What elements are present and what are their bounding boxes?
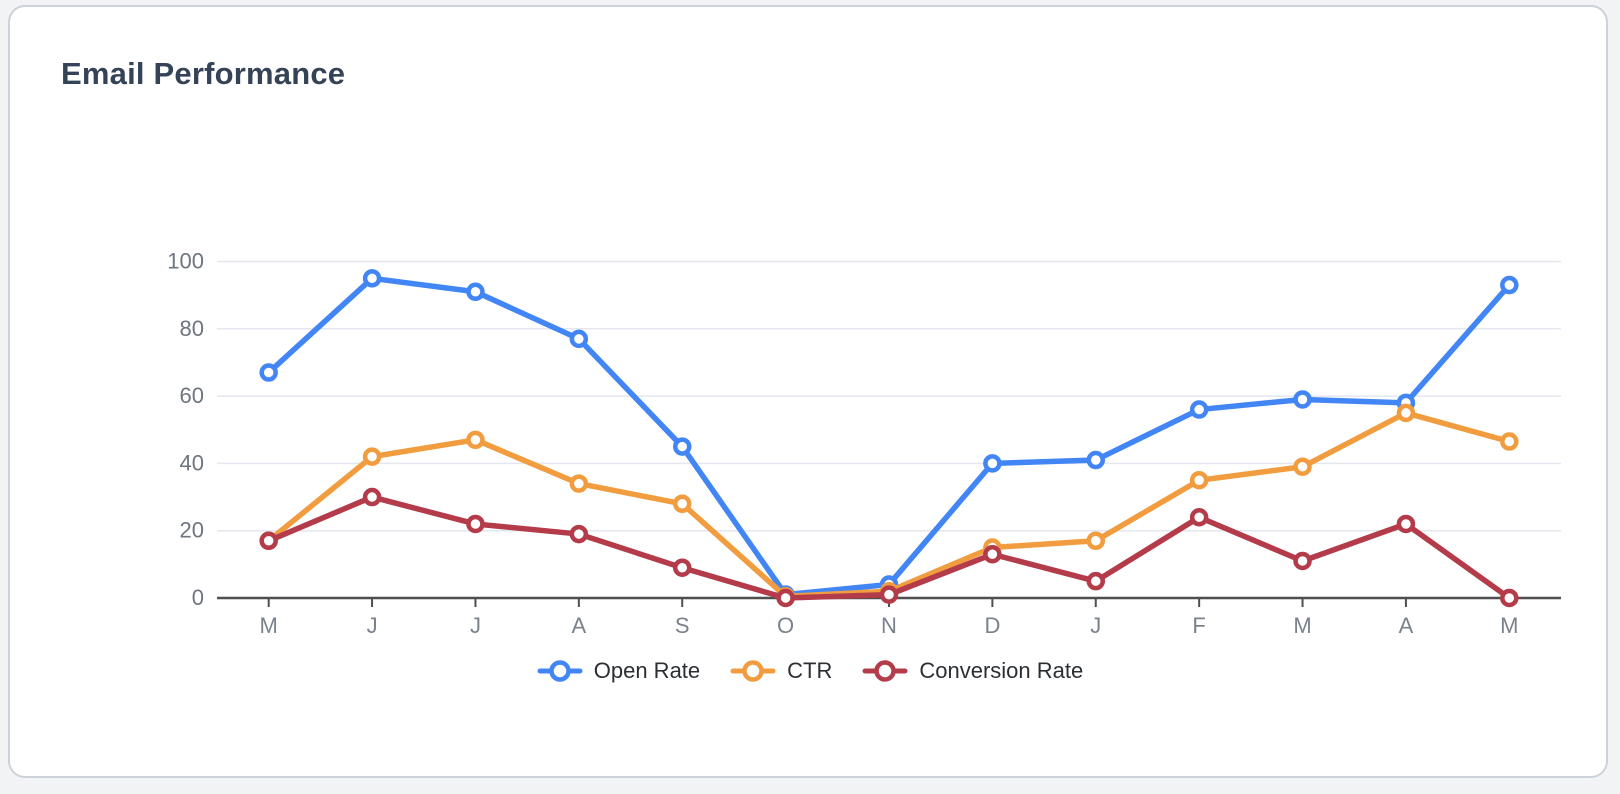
email-performance-card: Email Performance Open Rate CTR Conversi… (8, 5, 1608, 778)
data-point-marker[interactable] (1189, 470, 1209, 490)
data-point-marker[interactable] (466, 282, 485, 302)
x-tick-label: F (1192, 613, 1205, 638)
x-tick-label: M (1293, 613, 1311, 638)
legend-label-open-rate: Open Rate (593, 658, 701, 683)
data-point-marker[interactable] (672, 437, 692, 456)
data-point-marker[interactable] (1500, 432, 1519, 451)
data-point-marker[interactable] (569, 524, 589, 544)
x-tick-label: A (572, 613, 587, 638)
legend-label-ctr: CTR (787, 658, 833, 683)
y-tick-label: 80 (180, 316, 204, 341)
data-point-marker[interactable] (1189, 507, 1209, 527)
x-tick-label: J (367, 613, 378, 638)
data-point-marker[interactable] (1189, 400, 1209, 419)
data-point-marker[interactable] (1396, 514, 1416, 534)
data-point-marker[interactable] (259, 363, 278, 382)
y-tick-label: 40 (180, 450, 204, 475)
data-point-marker[interactable] (259, 531, 278, 551)
y-tick-label: 60 (180, 383, 204, 408)
data-point-marker[interactable] (672, 558, 692, 577)
ctr-legend-marker-icon (730, 660, 776, 682)
data-point-marker[interactable] (466, 430, 485, 450)
series-line-0 (265, 275, 1513, 598)
data-point-marker[interactable] (1086, 571, 1106, 591)
data-point-marker[interactable] (362, 447, 382, 466)
data-point-marker[interactable] (466, 514, 485, 534)
data-point-marker[interactable] (776, 588, 795, 608)
page-title: Email Performance (61, 56, 346, 91)
data-point-marker[interactable] (1086, 450, 1106, 470)
data-point-marker[interactable] (362, 487, 382, 507)
y-tick-label: 100 (167, 249, 204, 274)
y-tick-label: 20 (180, 518, 204, 543)
x-tick-label: A (1399, 613, 1414, 638)
data-point-marker[interactable] (1500, 588, 1519, 608)
data-point-marker[interactable] (1086, 531, 1106, 551)
data-point-marker[interactable] (879, 585, 899, 604)
y-tick-label: 0 (192, 585, 204, 610)
data-point-marker[interactable] (672, 494, 692, 514)
data-point-marker[interactable] (569, 329, 589, 349)
data-point-marker[interactable] (983, 545, 1002, 564)
x-tick-label: S (675, 613, 690, 638)
data-point-marker[interactable] (1293, 551, 1312, 571)
x-tick-label: M (1500, 613, 1518, 638)
data-point-marker[interactable] (1293, 390, 1312, 409)
legend-item-conversion-rate[interactable]: Conversion Rate (862, 658, 1083, 684)
legend-label-conversion-rate: Conversion Rate (919, 658, 1084, 683)
x-tick-label: J (1090, 613, 1101, 638)
data-point-marker[interactable] (1396, 403, 1416, 423)
conversion-rate-legend-marker-icon (862, 660, 908, 682)
chart-legend: Open Rate CTR Conversion Rate (10, 658, 1610, 684)
x-tick-label: D (984, 613, 1000, 638)
data-point-marker[interactable] (569, 474, 589, 493)
data-point-marker[interactable] (362, 269, 382, 288)
x-tick-label: M (260, 613, 278, 638)
data-point-marker[interactable] (1500, 275, 1519, 295)
data-point-marker[interactable] (1293, 457, 1312, 477)
open-rate-legend-marker-icon (537, 660, 583, 682)
x-tick-label: N (881, 613, 897, 638)
x-tick-label: O (777, 613, 794, 638)
legend-item-open-rate[interactable]: Open Rate (537, 658, 700, 684)
data-point-marker[interactable] (983, 454, 1002, 473)
x-tick-label: J (470, 613, 481, 638)
series-line-1 (265, 410, 1513, 600)
legend-item-ctr[interactable]: CTR (730, 658, 832, 684)
